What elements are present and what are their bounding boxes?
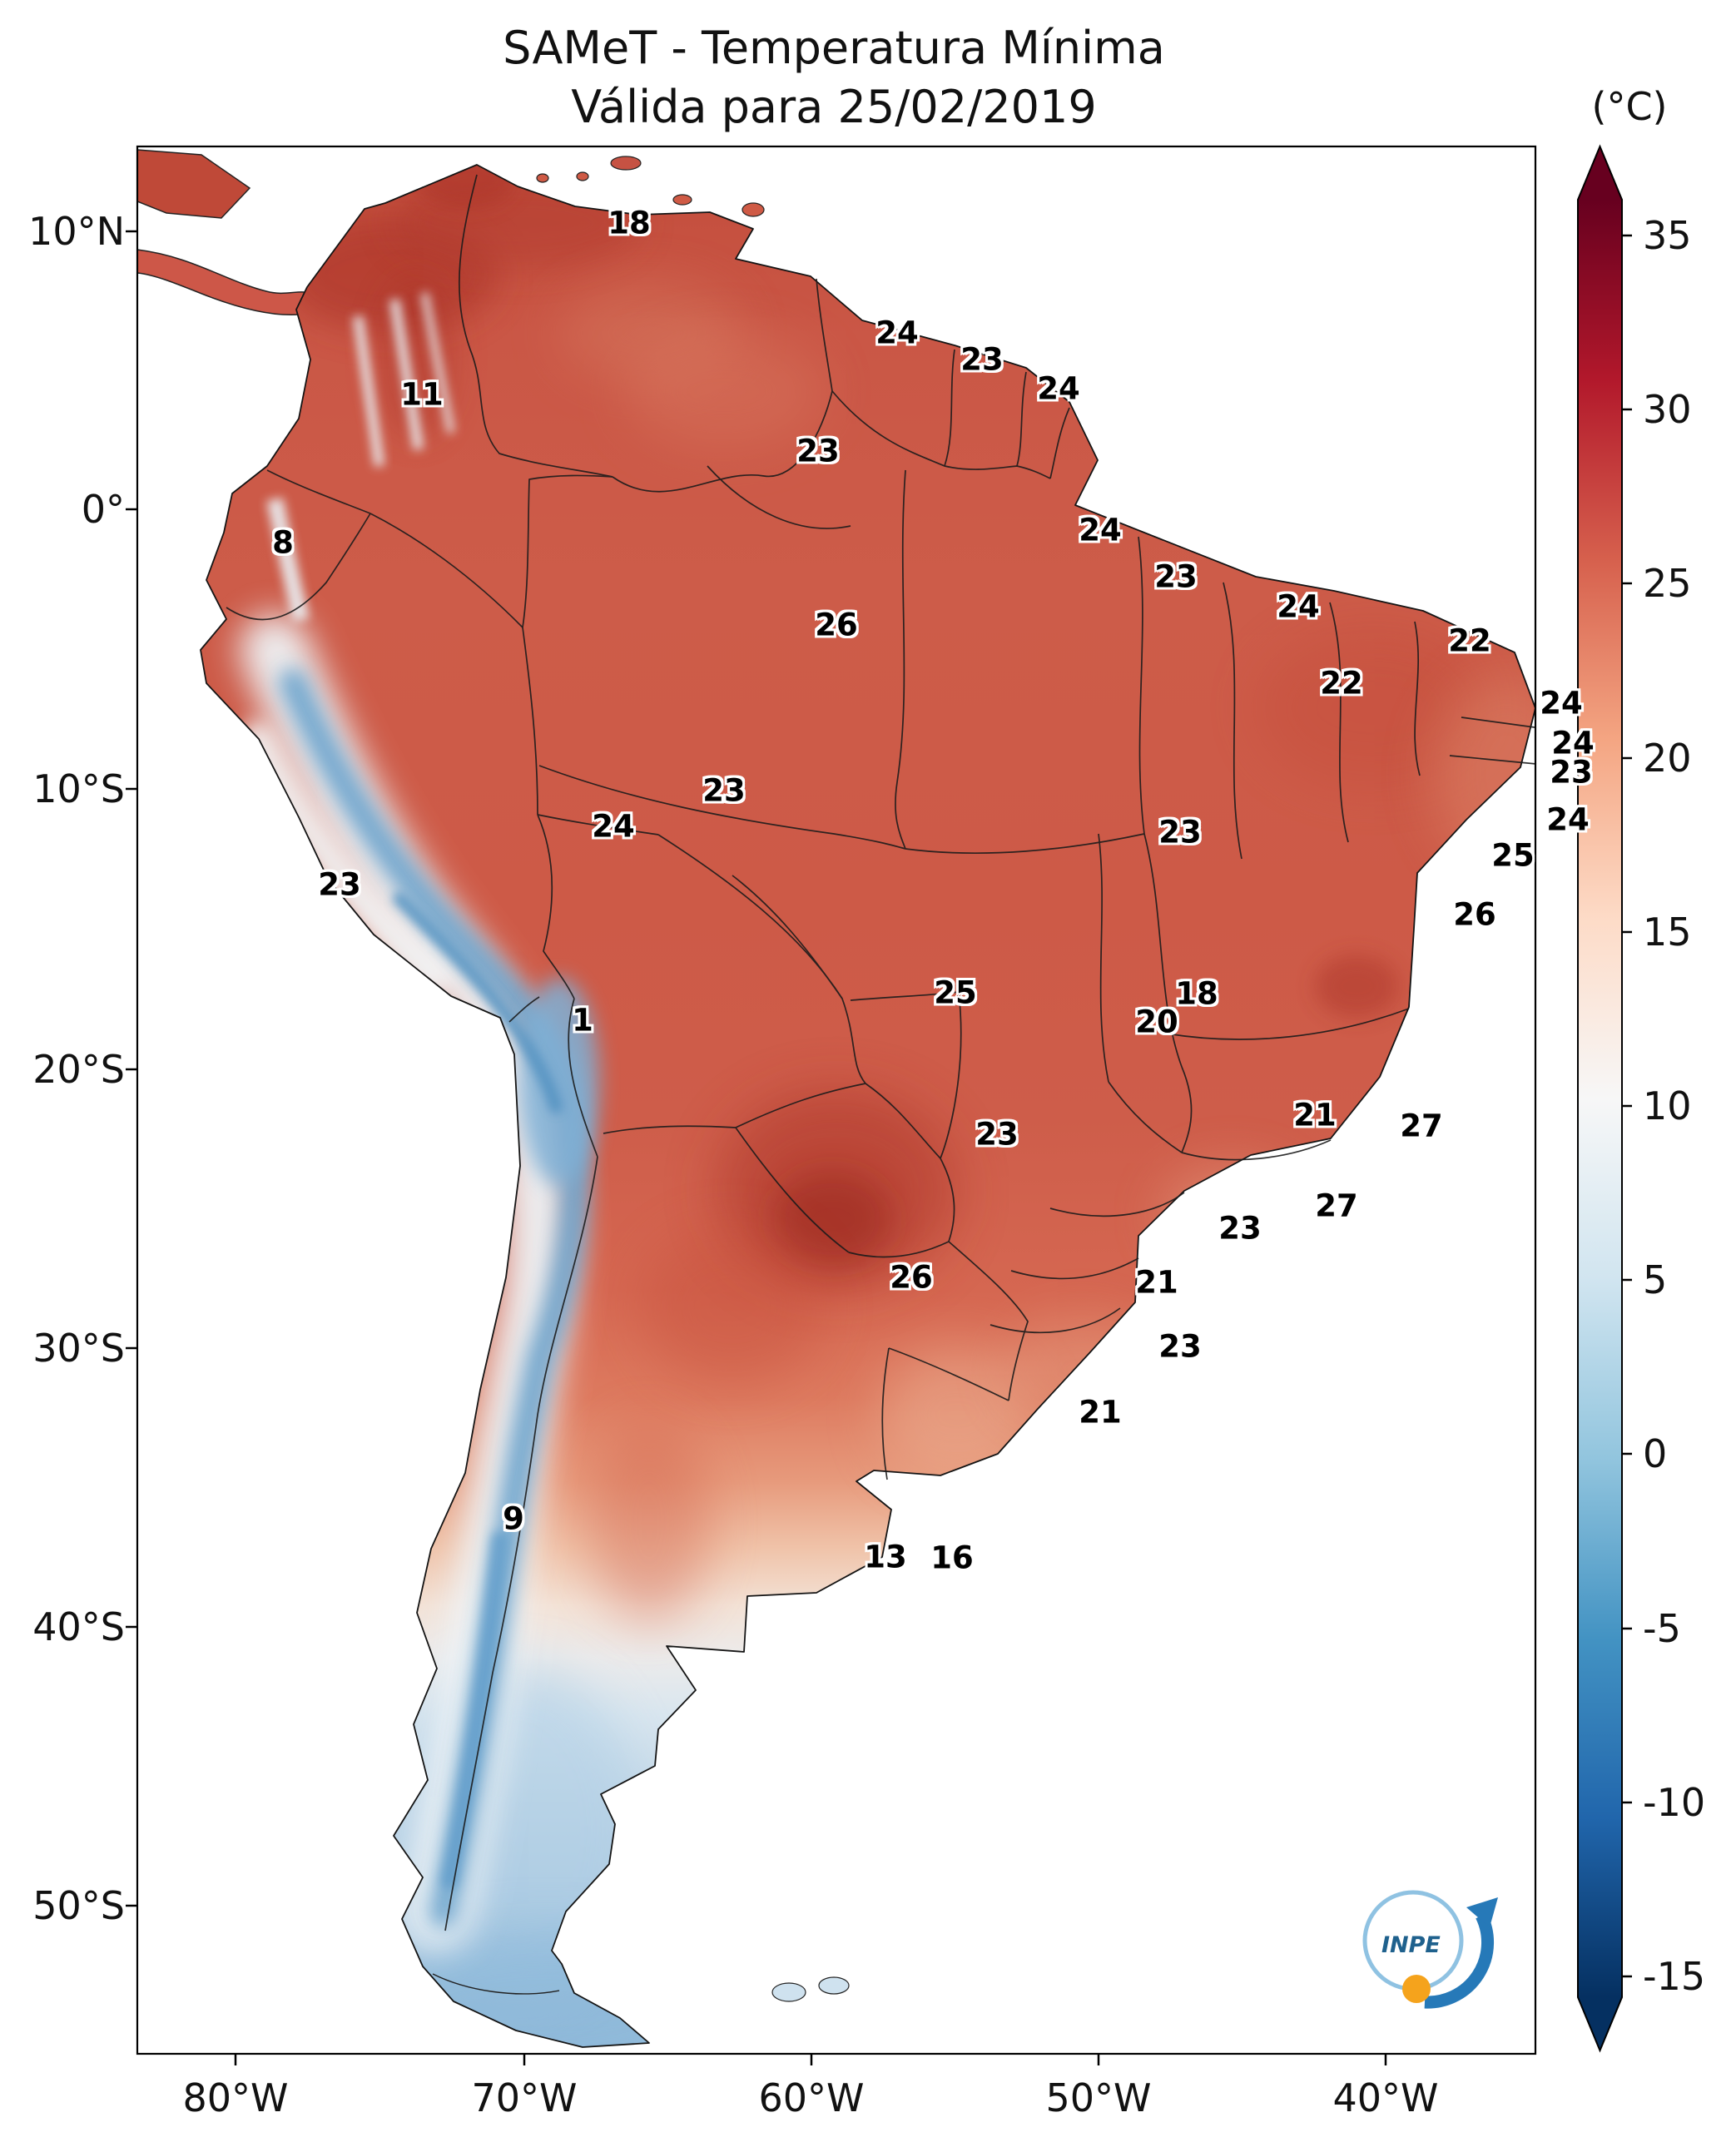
title-line-1: SAMeT - Temperatura Mínima	[503, 22, 1165, 74]
colorbar-outline	[1577, 144, 1623, 2053]
colorbar-over-arrow	[1578, 146, 1622, 200]
inpe-logo: INPE	[1362, 1890, 1498, 2009]
islands	[536, 156, 850, 2002]
title-line-2: Válida para 25/02/2019	[571, 81, 1097, 134]
plot-frame	[136, 145, 1537, 2055]
colorbar-gradient-bar	[1578, 200, 1622, 1997]
axis-tick-marks	[126, 230, 1632, 2065]
inpe-orange-dot	[1402, 1975, 1431, 2003]
magellan-strait	[432, 1973, 560, 1995]
coastline	[200, 164, 1536, 2048]
chart-title: SAMeT - Temperatura Mínima Válida para 2…	[503, 18, 1165, 137]
colorbar-unit-label: (°C)	[1591, 84, 1668, 129]
inpe-logo-text: INPE	[1381, 1932, 1441, 1958]
colorbar	[1577, 144, 1623, 2053]
inpe-arrow-arc	[1424, 1912, 1495, 2009]
inpe-arrow-head	[1466, 1897, 1498, 1927]
colorbar-under-arrow	[1578, 1997, 1622, 2050]
country-state-borders	[226, 174, 1537, 1931]
